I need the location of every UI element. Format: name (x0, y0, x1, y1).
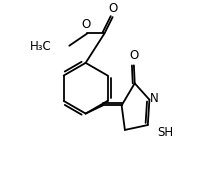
Text: O: O (129, 49, 139, 62)
Text: O: O (109, 2, 118, 15)
Text: O: O (82, 18, 91, 31)
Text: SH: SH (158, 126, 174, 139)
Text: N: N (150, 92, 159, 105)
Text: H₃C: H₃C (30, 40, 52, 53)
